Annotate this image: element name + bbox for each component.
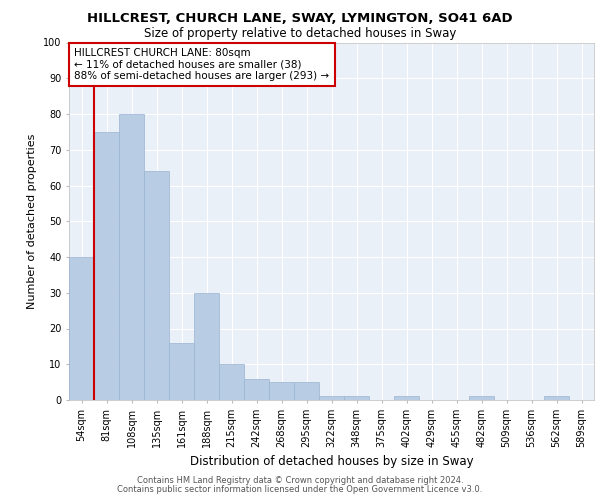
Text: Contains public sector information licensed under the Open Government Licence v3: Contains public sector information licen…: [118, 485, 482, 494]
Text: HILLCREST CHURCH LANE: 80sqm
← 11% of detached houses are smaller (38)
88% of se: HILLCREST CHURCH LANE: 80sqm ← 11% of de…: [74, 48, 329, 81]
Bar: [219, 364, 244, 400]
Bar: [169, 343, 194, 400]
Bar: [144, 171, 169, 400]
Bar: [194, 292, 219, 400]
Bar: [394, 396, 419, 400]
Text: HILLCREST, CHURCH LANE, SWAY, LYMINGTON, SO41 6AD: HILLCREST, CHURCH LANE, SWAY, LYMINGTON,…: [87, 12, 513, 26]
Bar: [319, 396, 344, 400]
Bar: [244, 378, 269, 400]
Bar: [294, 382, 319, 400]
Bar: [269, 382, 294, 400]
Text: Contains HM Land Registry data © Crown copyright and database right 2024.: Contains HM Land Registry data © Crown c…: [137, 476, 463, 485]
Text: Size of property relative to detached houses in Sway: Size of property relative to detached ho…: [144, 28, 456, 40]
Bar: [119, 114, 144, 400]
Y-axis label: Number of detached properties: Number of detached properties: [28, 134, 37, 309]
Bar: [469, 396, 494, 400]
Bar: [94, 132, 119, 400]
X-axis label: Distribution of detached houses by size in Sway: Distribution of detached houses by size …: [190, 456, 473, 468]
Bar: [69, 257, 94, 400]
Bar: [544, 396, 569, 400]
Bar: [344, 396, 369, 400]
